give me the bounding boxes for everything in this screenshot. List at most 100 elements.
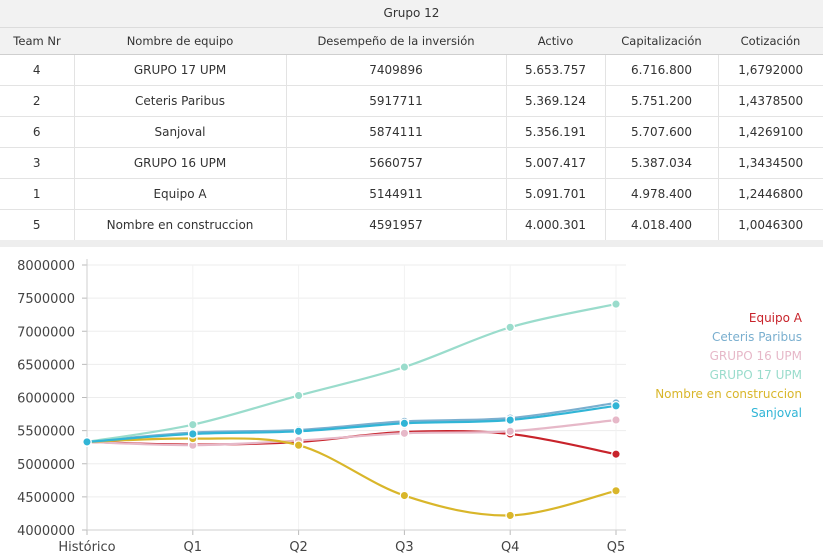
column-header-assets[interactable]: Activo bbox=[506, 28, 605, 55]
cell-quote: 1,0046300 bbox=[718, 209, 823, 241]
x-tick-label: Q3 bbox=[395, 540, 414, 555]
cell-team-nr: 5 bbox=[0, 209, 75, 241]
data-point bbox=[399, 490, 410, 501]
y-tick-label: 7500000 bbox=[17, 292, 75, 307]
data-point bbox=[505, 415, 516, 425]
legend-item[interactable]: GRUPO 16 UPM bbox=[709, 349, 802, 363]
y-tick-label: 5500000 bbox=[17, 425, 75, 440]
series-line-nombre-en-construccion bbox=[86, 437, 617, 517]
cell-team-name: GRUPO 17 UPM bbox=[74, 54, 287, 86]
cell-capitalization: 5.387.034 bbox=[605, 147, 719, 179]
chart-grid bbox=[86, 264, 626, 531]
cell-performance: 5874111 bbox=[286, 116, 507, 148]
line-chart: 4000000 4500000 5000000 5500000 6000000 65000… bbox=[17, 259, 626, 555]
cell-performance: 4591957 bbox=[286, 209, 507, 241]
table-row[interactable]: 6 Sanjoval 5874111 5.356.191 5.707.600 1… bbox=[0, 116, 823, 148]
y-tick-label: 7000000 bbox=[17, 325, 75, 340]
y-tick-label: 6500000 bbox=[17, 358, 75, 373]
cell-performance: 5144911 bbox=[286, 178, 507, 210]
cell-performance: 7409896 bbox=[286, 54, 507, 86]
series-line-grupo-16-upm bbox=[86, 418, 617, 447]
cell-quote: 1,4378500 bbox=[718, 85, 823, 117]
y-tick-label: 8000000 bbox=[17, 259, 75, 274]
series-line-grupo-17-upm bbox=[86, 303, 617, 443]
data-point bbox=[611, 485, 621, 496]
data-point bbox=[399, 362, 410, 372]
legend-item[interactable]: Nombre en construccion bbox=[655, 387, 802, 401]
data-point bbox=[399, 428, 410, 439]
column-header-capitalization[interactable]: Capitalización bbox=[605, 28, 718, 55]
x-tick-label: Q2 bbox=[289, 540, 308, 555]
data-point bbox=[611, 400, 621, 411]
x-tick-label: Q1 bbox=[184, 540, 203, 555]
cell-capitalization: 6.716.800 bbox=[605, 54, 719, 86]
table-header-row: Team Nr Nombre de equipo Desempeño de la… bbox=[0, 28, 823, 55]
section-divider bbox=[0, 240, 823, 247]
y-tick-label: 5000000 bbox=[17, 458, 75, 473]
data-point bbox=[505, 322, 516, 333]
cell-quote: 1,4269100 bbox=[718, 116, 823, 148]
legend-item[interactable]: Ceteris Paribus bbox=[712, 330, 802, 344]
cell-performance: 5660757 bbox=[286, 147, 507, 179]
data-point bbox=[82, 437, 92, 447]
data-point bbox=[187, 429, 198, 439]
data-point bbox=[399, 418, 410, 429]
table-row[interactable]: 2 Ceteris Paribus 5917711 5.369.124 5.75… bbox=[0, 85, 823, 117]
cell-performance: 5917711 bbox=[286, 85, 507, 117]
cell-quote: 1,6792000 bbox=[718, 54, 823, 86]
cell-capitalization: 5.707.600 bbox=[605, 116, 719, 148]
cell-assets: 5.653.757 bbox=[506, 54, 606, 86]
cell-assets: 5.369.124 bbox=[506, 85, 606, 117]
x-tick-label: Q4 bbox=[501, 540, 520, 555]
data-point bbox=[611, 299, 621, 309]
x-tick-label: Histórico bbox=[58, 540, 115, 555]
column-header-quote[interactable]: Cotización bbox=[718, 28, 823, 55]
cell-team-nr: 6 bbox=[0, 116, 75, 148]
cell-team-name: Equipo A bbox=[74, 178, 287, 210]
column-header-performance[interactable]: Desempeño de la inversión bbox=[286, 28, 506, 55]
data-point bbox=[611, 415, 621, 425]
cell-team-nr: 2 bbox=[0, 85, 75, 117]
cell-quote: 1,3434500 bbox=[718, 147, 823, 179]
cell-capitalization: 5.751.200 bbox=[605, 85, 719, 117]
chart-legend: Equipo A Ceteris Paribus GRUPO 16 UPM GRUPO… bbox=[655, 309, 802, 423]
data-point bbox=[187, 419, 198, 430]
data-point bbox=[293, 390, 304, 401]
group-title: Grupo 12 bbox=[0, 0, 823, 28]
cell-team-name: Sanjoval bbox=[74, 116, 287, 148]
table-row[interactable]: 4 GRUPO 17 UPM 7409896 5.653.757 6.716.8… bbox=[0, 54, 823, 86]
series-line-sanjoval bbox=[86, 404, 617, 443]
legend-item[interactable]: GRUPO 17 UPM bbox=[709, 368, 802, 382]
cell-team-nr: 3 bbox=[0, 147, 75, 179]
y-tick-label: 4000000 bbox=[17, 524, 75, 539]
series-grupo-16-upm bbox=[82, 415, 621, 451]
series-line-ceteris-paribus bbox=[86, 401, 617, 443]
cell-assets: 5.007.417 bbox=[506, 147, 606, 179]
cell-assets: 5.091.701 bbox=[506, 178, 606, 210]
data-point bbox=[293, 440, 304, 451]
series-equipo-a bbox=[82, 427, 621, 459]
ranking-table-panel: Grupo 12 Team Nr Nombre de equipo Desemp… bbox=[0, 0, 823, 241]
x-tick-label: Q5 bbox=[607, 540, 626, 555]
cell-capitalization: 4.018.400 bbox=[605, 209, 719, 241]
cell-team-name: GRUPO 16 UPM bbox=[74, 147, 287, 179]
series-nombre-en-construccion bbox=[82, 433, 621, 521]
chart-axes: 4000000 4500000 5000000 5500000 6000000 65000… bbox=[17, 259, 626, 555]
table-row[interactable]: 3 GRUPO 16 UPM 5660757 5.007.417 5.387.0… bbox=[0, 147, 823, 179]
cell-assets: 4.000.301 bbox=[506, 209, 606, 241]
column-header-team-nr[interactable]: Team Nr bbox=[0, 28, 74, 55]
table-row[interactable]: 1 Equipo A 5144911 5.091.701 4.978.400 1… bbox=[0, 178, 823, 210]
cell-team-nr: 4 bbox=[0, 54, 75, 86]
cell-quote: 1,2446800 bbox=[718, 178, 823, 210]
data-point bbox=[505, 510, 516, 521]
table-row[interactable]: 5 Nombre en construccion 4591957 4.000.3… bbox=[0, 209, 823, 241]
ranking-table: Team Nr Nombre de equipo Desempeño de la… bbox=[0, 28, 823, 241]
column-header-team-name[interactable]: Nombre de equipo bbox=[74, 28, 286, 55]
y-tick-label: 6000000 bbox=[17, 392, 75, 407]
legend-item[interactable]: Equipo A bbox=[748, 311, 802, 325]
legend-item[interactable]: Sanjoval bbox=[750, 406, 802, 420]
series-grupo-17-upm bbox=[82, 299, 621, 447]
cell-capitalization: 4.978.400 bbox=[605, 178, 719, 210]
cell-team-name: Nombre en construccion bbox=[74, 209, 287, 241]
cell-team-nr: 1 bbox=[0, 178, 75, 210]
